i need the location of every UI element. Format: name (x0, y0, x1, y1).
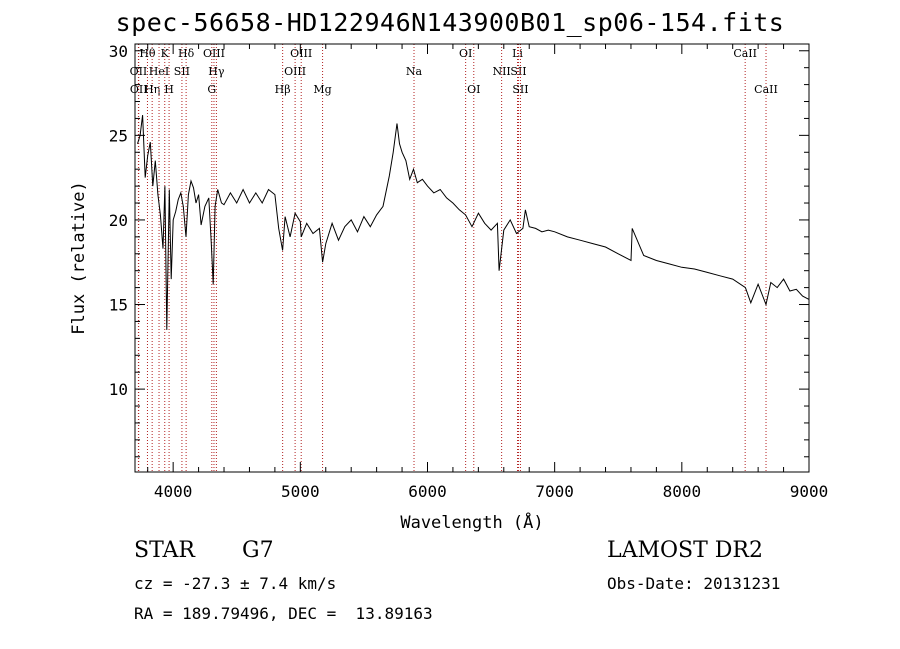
x-tick-label: 9000 (790, 482, 829, 501)
line-marker-label: Hγ (208, 65, 225, 78)
line-marker-label: Li (512, 47, 523, 60)
x-tick-label: 4000 (154, 482, 193, 501)
survey-label: LAMOST DR2 (607, 538, 763, 563)
x-tick-label: 8000 (663, 482, 702, 501)
line-marker-label: NII (492, 65, 510, 78)
line-marker-label: OIII (203, 47, 225, 60)
y-tick-label: 20 (109, 211, 128, 230)
y-tick-label: 25 (109, 126, 128, 145)
y-axis-label: Flux (relative) (69, 181, 89, 335)
line-marker-label: HeI (149, 65, 169, 78)
line-marker-label: SII (512, 83, 528, 96)
line-marker-label: CaII (754, 83, 778, 96)
line-marker-label: Hη (144, 83, 160, 96)
y-tick-label: 30 (109, 42, 128, 61)
line-marker-label: SII (174, 65, 190, 78)
x-tick-label: 6000 (408, 482, 447, 501)
line-marker-label: Hβ (275, 83, 291, 96)
plot-frame (134, 43, 810, 473)
line-marker-label: Hδ (178, 47, 195, 60)
line-marker-label: K (161, 47, 170, 60)
obs-date-text: Obs-Date: 20131231 (607, 574, 781, 593)
chart-title: spec-56658-HD122946N143900B01_sp06-154.f… (115, 8, 785, 37)
line-marker-label: OIII (290, 47, 312, 60)
y-tick-label: 10 (109, 380, 128, 399)
line-marker-label: H (164, 83, 174, 96)
line-marker-label: OI (467, 83, 480, 96)
line-marker-label: CaII (733, 47, 757, 60)
line-marker-label: Mg (313, 83, 331, 96)
spectrum-line (137, 115, 810, 330)
y-tick-label: 15 (109, 296, 128, 315)
coordinates-text: RA = 189.79496, DEC = 13.89163 (134, 604, 433, 623)
line-marker-label: OI (459, 47, 472, 60)
x-axis-label: Wavelength (Å) (400, 511, 543, 533)
line-marker-label: SII (510, 65, 526, 78)
line-marker-label: OIII (284, 65, 306, 78)
line-marker-label: Na (406, 65, 423, 78)
x-tick-label: 5000 (281, 482, 320, 501)
redshift-text: cz = -27.3 ± 7.4 km/s (134, 574, 337, 593)
class-label: STAR (134, 538, 195, 563)
line-marker-label: G (207, 83, 216, 96)
subclass-label: G7 (242, 538, 274, 563)
line-marker-label: OII (130, 83, 148, 96)
x-tick-label: 7000 (535, 482, 574, 501)
